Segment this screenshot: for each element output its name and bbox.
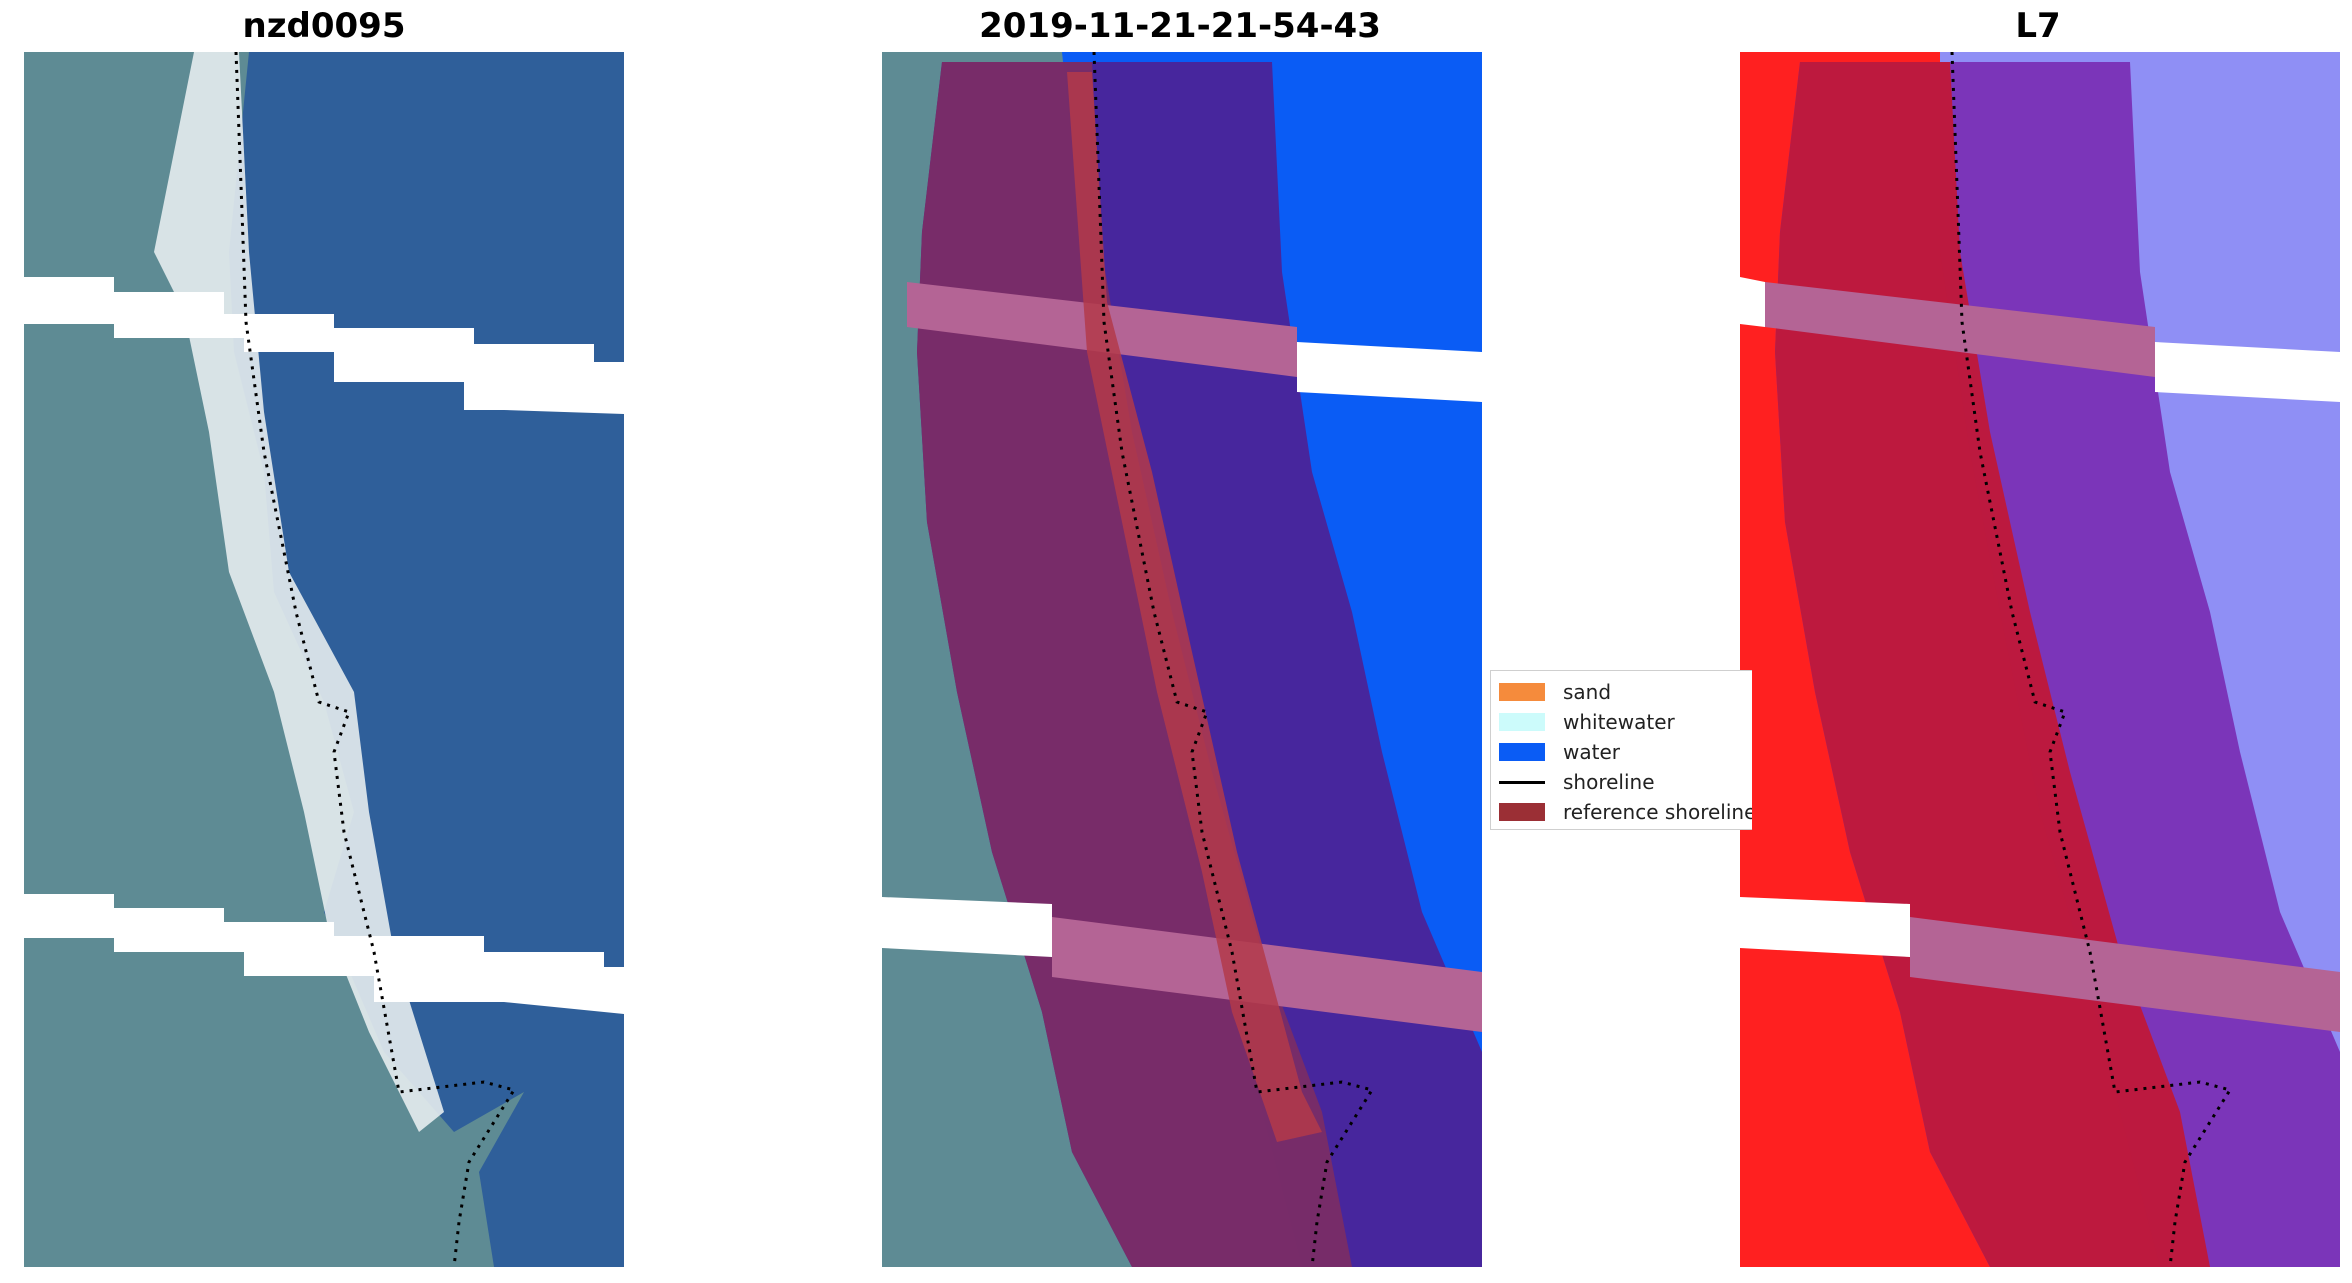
no-data-stripe-top-right	[2155, 342, 2340, 402]
legend-item-sand: sand	[1499, 677, 1611, 707]
no-data-stripe-bottom	[24, 894, 624, 1014]
legend-swatch-sand	[1499, 683, 1545, 701]
no-data-stripe-top	[1297, 342, 1482, 402]
legend-swatch-whitewater	[1499, 713, 1545, 731]
legend-label: sand	[1563, 680, 1612, 704]
panel-title-index: L7	[2015, 6, 2061, 46]
legend-label: whitewater	[1563, 710, 1675, 734]
buffer-stripe-bottom	[1910, 917, 2340, 1032]
legend-label: water	[1563, 740, 1620, 764]
legend-swatch-reference-shoreline	[1499, 803, 1545, 821]
sand-overlap	[1067, 72, 1322, 1142]
legend-item-water: water	[1499, 737, 1620, 767]
no-data-stripe-top	[24, 277, 624, 414]
panel-title-classified: 2019-11-21-21-54-43	[979, 6, 1381, 46]
index-image-panel	[1740, 52, 2340, 1267]
shoreline-dotted	[1950, 52, 2233, 1267]
legend-label: reference shoreline	[1563, 800, 1752, 824]
no-data-stripe-bottom	[1740, 897, 1910, 957]
legend-label: shoreline	[1563, 770, 1655, 794]
legend-item-whitewater: whitewater	[1499, 707, 1675, 737]
legend-item-shoreline: shoreline	[1499, 767, 1655, 797]
buffer-stripe-top	[1765, 282, 2155, 377]
legend-swatch-water	[1499, 743, 1545, 761]
rgb-image-panel	[24, 52, 624, 1267]
legend-item-reference-shoreline: reference shoreline	[1499, 797, 1752, 827]
shoreline-dotted	[234, 52, 517, 1267]
no-data-stripe-top	[1740, 277, 1765, 327]
no-data-stripe-bottom	[882, 897, 1052, 957]
panel-title-rgb: nzd0095	[242, 6, 406, 46]
legend: sand whitewater water shoreline referenc…	[1490, 670, 1752, 830]
shoreline-dotted	[1092, 52, 1375, 1267]
classified-image-panel	[882, 52, 1482, 1267]
legend-line-shoreline	[1499, 780, 1545, 784]
